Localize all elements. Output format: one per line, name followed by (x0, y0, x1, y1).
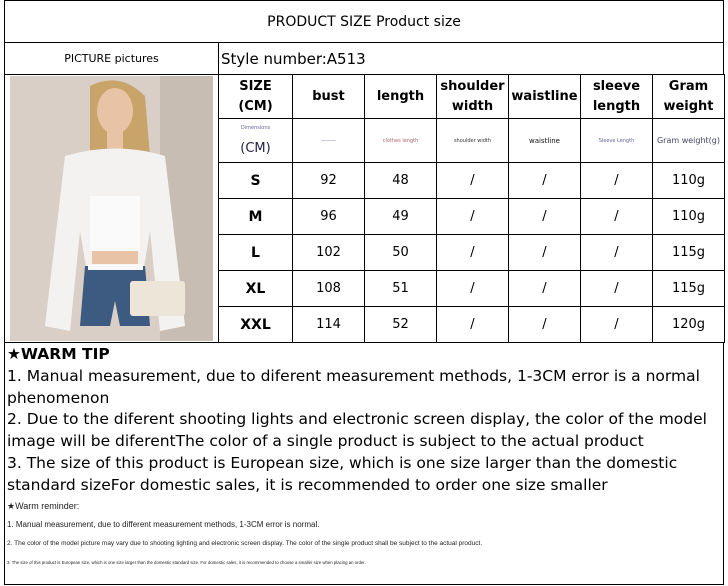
table-cell: L (218, 234, 293, 271)
warm-tip-heading: ★WARM TIP (7, 345, 110, 363)
warm-reminder-3: 3. The size of this product is European … (7, 559, 366, 565)
dim-gram: Gram weight(g) (652, 118, 725, 163)
table-cell: / (436, 162, 509, 199)
header-shoulder: shoulder width (436, 74, 509, 119)
table-cell: 115g (652, 234, 725, 271)
table-cell: / (508, 270, 581, 307)
table-cell: / (508, 162, 581, 199)
table-header: SIZE (CM) bust length shoulder width wai… (218, 74, 725, 119)
dim-bust: ——— (292, 118, 365, 163)
table-cell: / (436, 306, 509, 343)
table-cell: XL (218, 270, 293, 307)
table-cell: / (436, 270, 509, 307)
warm-tip-1: 1. Manual measurement, due to diferent m… (7, 366, 700, 407)
table-cell: 114 (292, 306, 365, 343)
dim-length: clothes length (364, 118, 437, 163)
header-size: SIZE (CM) (218, 74, 293, 119)
table-cell: 108 (292, 270, 365, 307)
warm-tip-3: 3. The size of this product is European … (7, 453, 678, 494)
table-cell: 92 (292, 162, 365, 199)
warm-reminder-2: 2. The color of the model picture may va… (7, 539, 483, 547)
table-cell: / (508, 234, 581, 271)
dim-shoulder: shoulder width (436, 118, 509, 163)
table-row: L 102 50///115g (218, 234, 725, 271)
table-cell: / (580, 270, 653, 307)
warm-tip-2: 2. Due to the diferent shooting lights a… (7, 410, 707, 451)
product-image-cell (4, 74, 219, 343)
table-cell: / (580, 306, 653, 343)
size-table: SIZE (CM) bust length shoulder width wai… (218, 74, 725, 343)
table-row: XXL 114 52///120g (218, 306, 725, 343)
table-row: M 96 49///110g (218, 198, 725, 235)
table-row: S 92 48///110g (218, 162, 725, 199)
table-cell: 49 (364, 198, 437, 235)
table-cell: 115g (652, 270, 725, 307)
table-cell: XXL (218, 306, 293, 343)
picture-label: PICTURE pictures (4, 42, 219, 75)
table-cell: / (580, 234, 653, 271)
table-cell: / (580, 198, 653, 235)
dim-waist: waistline (508, 118, 581, 163)
warm-tip-section: ★WARM TIP 1. Manual measurement, due to … (4, 342, 724, 585)
table-cell: 110g (652, 198, 725, 235)
header-waistline: waistline (508, 74, 581, 119)
dim-sleeve: Sleeve Length (580, 118, 653, 163)
table-cell: M (218, 198, 293, 235)
table-cell: / (580, 162, 653, 199)
table-cell: 120g (652, 306, 725, 343)
table-cell: 52 (364, 306, 437, 343)
table-cell: 110g (652, 162, 725, 199)
product-image (10, 76, 213, 341)
header-sleeve: sleeve length (580, 74, 653, 119)
header-gram: Gram weight (652, 74, 725, 119)
table-cell: / (508, 306, 581, 343)
header-bust: bust (292, 74, 365, 119)
dim-cm: (CM) (240, 141, 271, 156)
table-cell: S (218, 162, 293, 199)
table-cell: / (436, 198, 509, 235)
table-cell: 96 (292, 198, 365, 235)
table-cell: 102 (292, 234, 365, 271)
table-cell: 51 (364, 270, 437, 307)
table-row: XL 108 51///115g (218, 270, 725, 307)
table-cell: 48 (364, 162, 437, 199)
warm-reminder-heading: ★Warm reminder: (7, 500, 80, 511)
table-cell: / (436, 234, 509, 271)
dim-label: Dimensions (240, 125, 271, 131)
header-length: length (364, 74, 437, 119)
style-number: Style number:A513 (218, 42, 724, 75)
table-cell: / (508, 198, 581, 235)
table-cell: 50 (364, 234, 437, 271)
warm-reminder-1: 1. Manual measurement, due to different … (7, 519, 320, 529)
dimension-row: Dimensions (CM) ——— clothes length should… (218, 118, 725, 163)
dim-size: Dimensions (CM) (218, 118, 293, 163)
page-title: PRODUCT SIZE Product size (4, 0, 724, 43)
